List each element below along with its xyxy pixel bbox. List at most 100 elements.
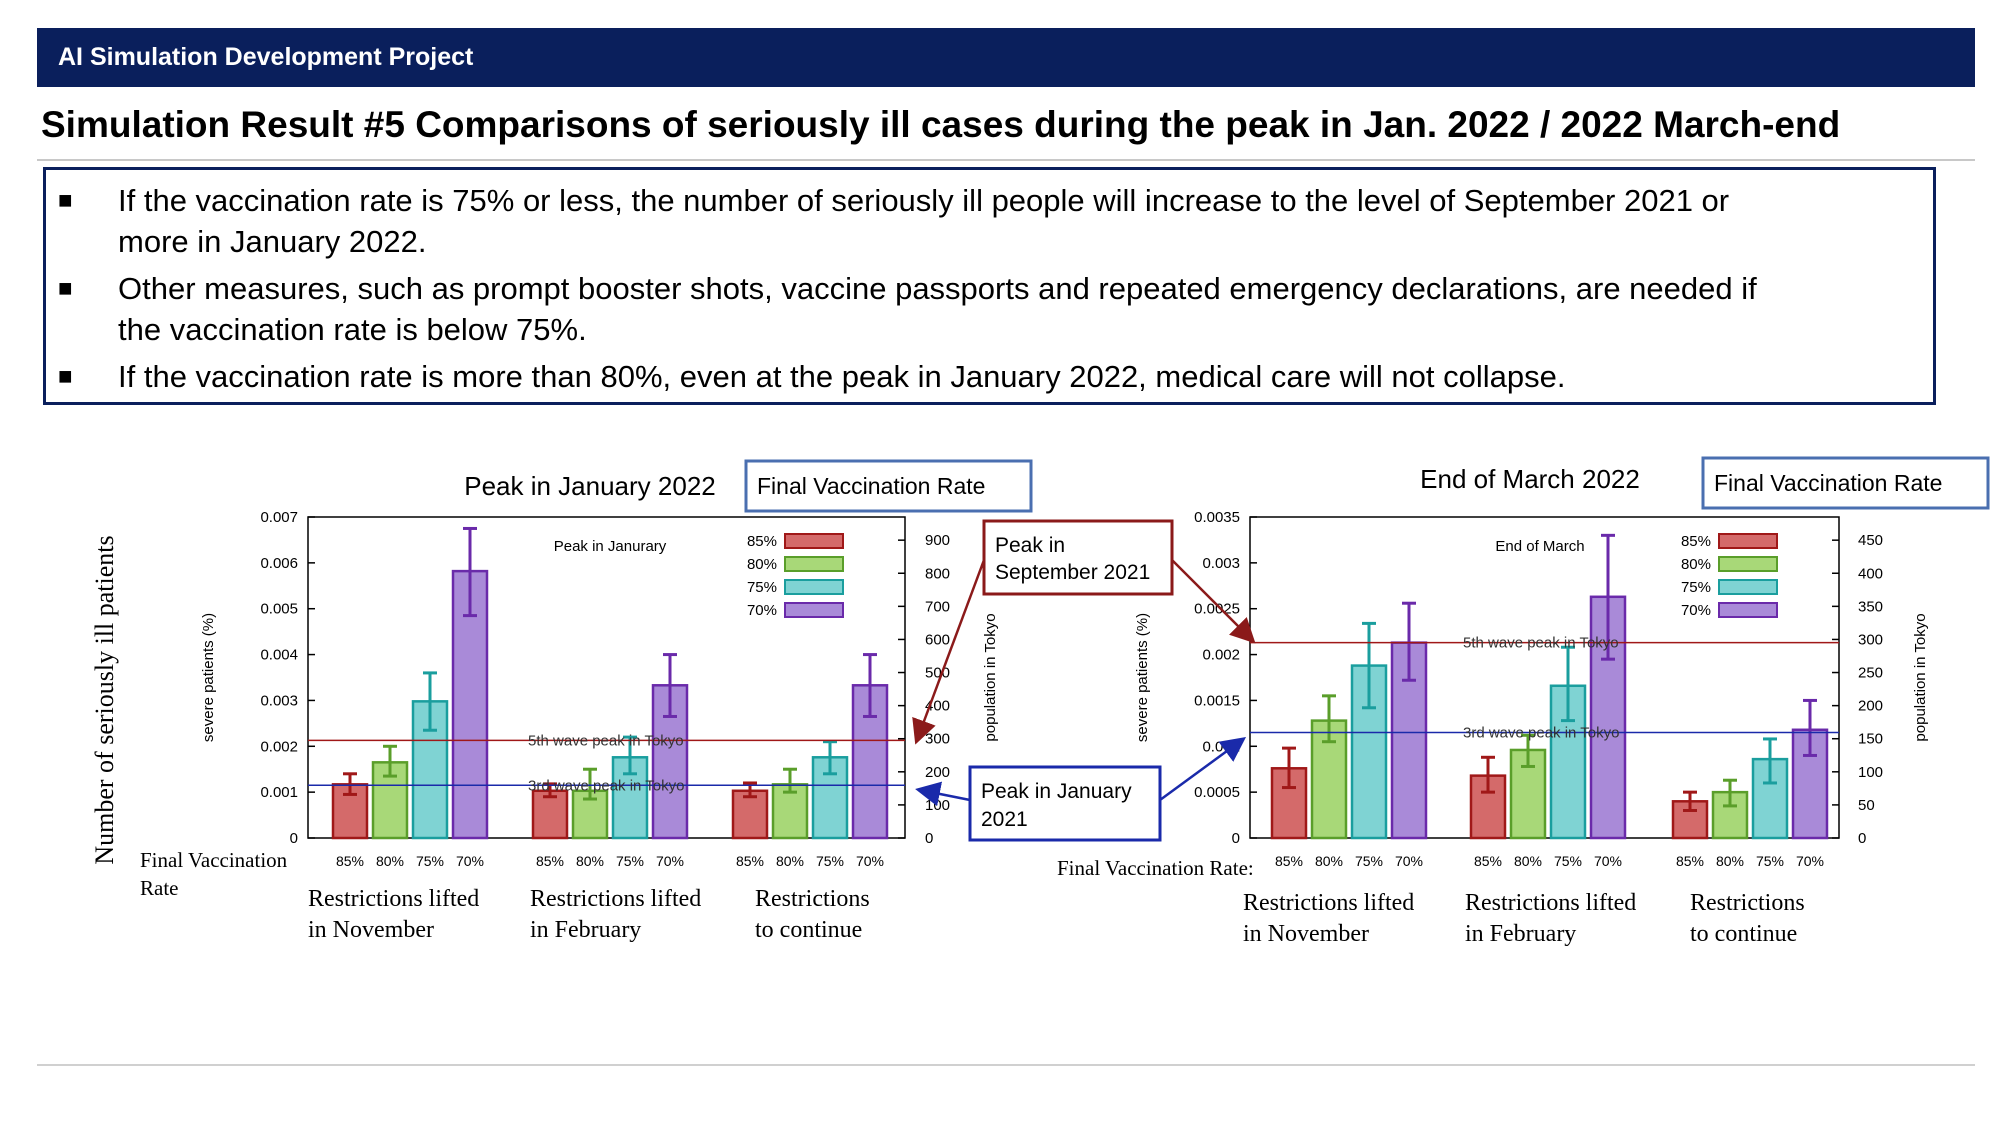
- rate-axis-label: Rate: [140, 876, 178, 900]
- y-tick-label: 0.006: [260, 555, 298, 572]
- outer-y-axis-label: Number of seriously ill patients: [90, 535, 119, 864]
- y-tick-label: 0: [1232, 830, 1240, 847]
- legend-title-box: [1701, 456, 1990, 510]
- x-tick-label: 85%: [1275, 853, 1303, 869]
- legend-title: Final Vaccination Rate: [1714, 470, 1942, 496]
- legend-title-box: [744, 459, 1033, 513]
- rate-axis-label: Final Vaccination: [140, 848, 288, 872]
- legend-label: 70%: [747, 602, 777, 619]
- header-bar: AI Simulation Development Project: [37, 28, 1975, 87]
- legend-swatch: [784, 556, 844, 572]
- legend-label: 85%: [1681, 533, 1711, 550]
- y2-tick-label: 300: [925, 731, 950, 748]
- y2-tick-label: 150: [1858, 731, 1883, 748]
- x-tick-label: 70%: [456, 853, 484, 869]
- callout-line: September 2021: [995, 561, 1150, 584]
- x-tick-label: 75%: [1355, 853, 1383, 869]
- chart-title: Peak in January 2022: [464, 471, 716, 501]
- y-tick-label: 0: [290, 830, 298, 847]
- slide-title: Simulation Result #5 Comparisons of seri…: [41, 104, 1841, 145]
- y2-axis-label: population in Tokyo: [982, 613, 999, 741]
- y2-tick-label: 800: [925, 565, 950, 582]
- group-label: Restrictions lifted: [308, 886, 479, 912]
- y-tick-label: 0.003: [260, 692, 298, 709]
- x-tick-label: 80%: [376, 853, 404, 869]
- reference-line-label: 3rd wave peak in Tokyo: [528, 777, 684, 794]
- legend-label: 70%: [1681, 602, 1711, 619]
- x-tick-label: 80%: [1514, 853, 1542, 869]
- square-bullet-icon: ■: [58, 187, 73, 214]
- y-axis-label: severe patients (%): [1134, 613, 1151, 742]
- bullet-line: If the vaccination rate is 75% or less, …: [118, 183, 1730, 218]
- y2-tick-label: 50: [1858, 797, 1875, 814]
- square-bullet-icon: ■: [58, 363, 73, 390]
- y-tick-label: 0.003: [1202, 555, 1240, 572]
- bullet-line: the vaccination rate is below 75%.: [118, 312, 587, 347]
- callout-line: Peak in: [995, 534, 1065, 557]
- y-tick-label: 0.004: [260, 647, 298, 664]
- legend-label: 80%: [747, 556, 777, 573]
- x-tick-label: 85%: [336, 853, 364, 869]
- bar: [531, 789, 569, 840]
- group-label: in November: [308, 917, 434, 943]
- bullet-line: more in January 2022.: [118, 224, 427, 259]
- y-tick-label: 0.0015: [1194, 692, 1240, 709]
- square-bullet-icon: ■: [58, 275, 73, 302]
- y2-tick-label: 700: [925, 598, 950, 615]
- legend-swatch: [1718, 556, 1778, 572]
- legend-swatch: [1718, 602, 1778, 618]
- y-tick-label: 0.0005: [1194, 784, 1240, 801]
- y-tick-label: 0.002: [260, 738, 298, 755]
- bar: [571, 789, 609, 840]
- y-tick-label: 0.0035: [1194, 509, 1240, 526]
- x-tick-label: 80%: [776, 853, 804, 869]
- y2-tick-label: 600: [925, 631, 950, 648]
- x-tick-label: 70%: [1796, 853, 1824, 869]
- x-tick-label: 75%: [816, 853, 844, 869]
- y-tick-label: 0.002: [1202, 647, 1240, 664]
- x-tick-label: 85%: [736, 853, 764, 869]
- x-tick-label: 75%: [1756, 853, 1784, 869]
- reference-line-label: 5th wave peak in Tokyo: [1463, 635, 1619, 652]
- footer-divider: [37, 1064, 1975, 1066]
- rate-axis-label: Final Vaccination Rate:: [1057, 856, 1254, 880]
- y-tick-label: 0.0025: [1194, 601, 1240, 618]
- reference-line-label: 5th wave peak in Tokyo: [528, 732, 684, 749]
- callout-september-2021: Peak in September 2021: [912, 519, 1256, 745]
- y2-tick-label: 400: [1858, 565, 1883, 582]
- y2-tick-label: 300: [1858, 631, 1883, 648]
- inner-plot-label: End of March: [1495, 538, 1584, 555]
- legend-swatch: [1718, 579, 1778, 595]
- y2-axis-label: population in Tokyo: [1912, 613, 1929, 741]
- x-tick-label: 80%: [1315, 853, 1343, 869]
- callout-january-2021: Peak in January 2021: [915, 737, 1247, 842]
- group-label: in February: [1465, 921, 1576, 947]
- legend-label: 80%: [1681, 556, 1711, 573]
- x-tick-label: 75%: [416, 853, 444, 869]
- group-label: Restrictions: [755, 886, 870, 912]
- x-tick-label: 80%: [1716, 853, 1744, 869]
- y-tick-label: 0.005: [260, 601, 298, 618]
- x-tick-label: 85%: [1474, 853, 1502, 869]
- x-tick-label: 70%: [656, 853, 684, 869]
- x-tick-label: 80%: [576, 853, 604, 869]
- y-axis-label: severe patients (%): [200, 613, 217, 742]
- x-tick-label: 75%: [1554, 853, 1582, 869]
- bullet-line: Other measures, such as prompt booster s…: [118, 271, 1757, 306]
- reference-line-label: 3rd wave peak in Tokyo: [1463, 725, 1619, 742]
- legend-swatch: [784, 602, 844, 618]
- chart-title: End of March 2022: [1420, 464, 1640, 494]
- x-tick-label: 70%: [1594, 853, 1622, 869]
- title-divider: [37, 159, 1975, 161]
- y2-tick-label: 450: [1858, 532, 1883, 549]
- summary-box: ■ If the vaccination rate is 75% or less…: [43, 167, 1936, 405]
- legend-label: 75%: [1681, 579, 1711, 596]
- callout-line: Peak in January: [981, 780, 1132, 803]
- y-tick-label: 0.001: [260, 784, 298, 801]
- y2-tick-label: 100: [925, 797, 950, 814]
- y2-tick-label: 0: [925, 830, 933, 847]
- group-label: to continue: [755, 917, 862, 943]
- y2-tick-label: 500: [925, 665, 950, 682]
- group-label: Restrictions lifted: [1465, 890, 1636, 916]
